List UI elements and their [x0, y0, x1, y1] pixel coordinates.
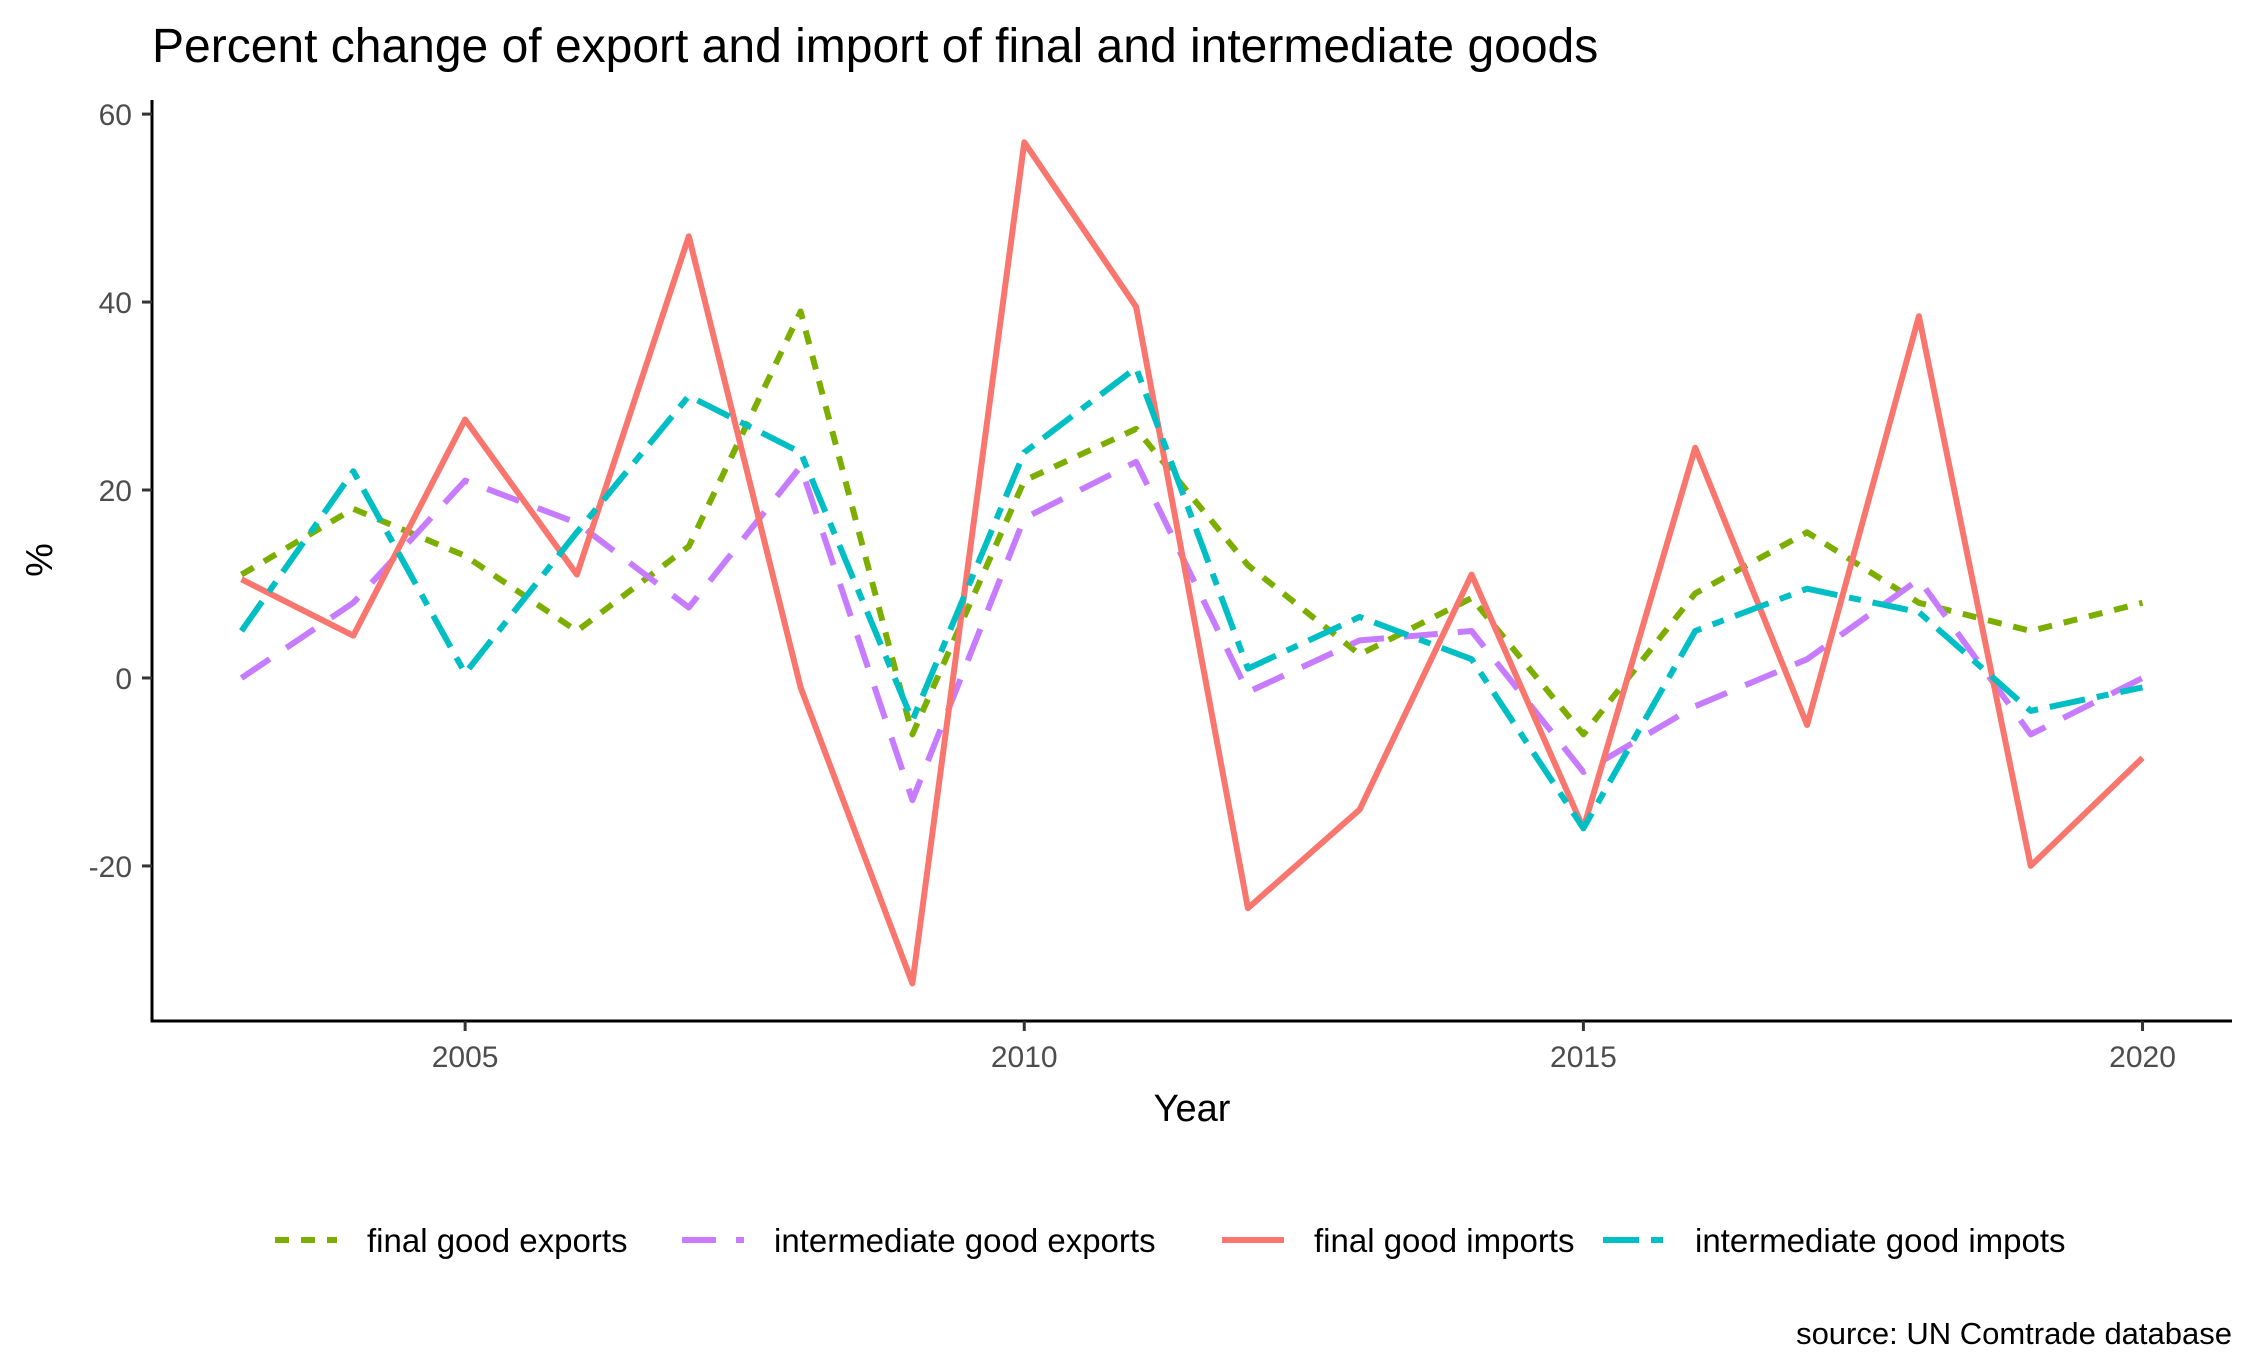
series-line-3 [240, 139, 2145, 987]
legend-label-1: final good exports [367, 1222, 628, 1259]
x-tick-label: 2020 [2109, 1041, 2176, 1074]
y-tick-label: 40 [99, 287, 132, 320]
chart-title: Percent change of export and import of f… [152, 20, 1598, 73]
series-line-4 [239, 364, 2144, 832]
plot-lines [239, 139, 2145, 987]
y-axis-title: % [19, 543, 61, 577]
x-tick-label: 2005 [432, 1041, 499, 1074]
y-tick-label: 20 [99, 475, 132, 508]
y-tick-label: 60 [99, 99, 132, 132]
legend-label-2: intermediate good exports [774, 1222, 1156, 1259]
legend: final good exports intermediate good expo… [275, 1222, 2066, 1259]
legend-label-3: final good imports [1314, 1222, 1574, 1259]
x-tick-label: 2015 [1550, 1041, 1617, 1074]
legend-label-4: intermediate good impots [1695, 1222, 2066, 1259]
series-line-1 [239, 308, 2144, 738]
x-axis-ticks: 2005 2010 2015 2020 [432, 1021, 2176, 1074]
y-tick-label: -20 [89, 851, 132, 884]
y-axis-ticks: -20 0 20 40 60 [89, 99, 152, 884]
x-tick-label: 2010 [991, 1041, 1058, 1074]
y-tick-label: 0 [115, 663, 132, 696]
x-axis-title: Year [1154, 1088, 1231, 1130]
series-line-2 [239, 458, 2144, 804]
chart-caption: source: UN Comtrade database [1796, 1316, 2232, 1351]
